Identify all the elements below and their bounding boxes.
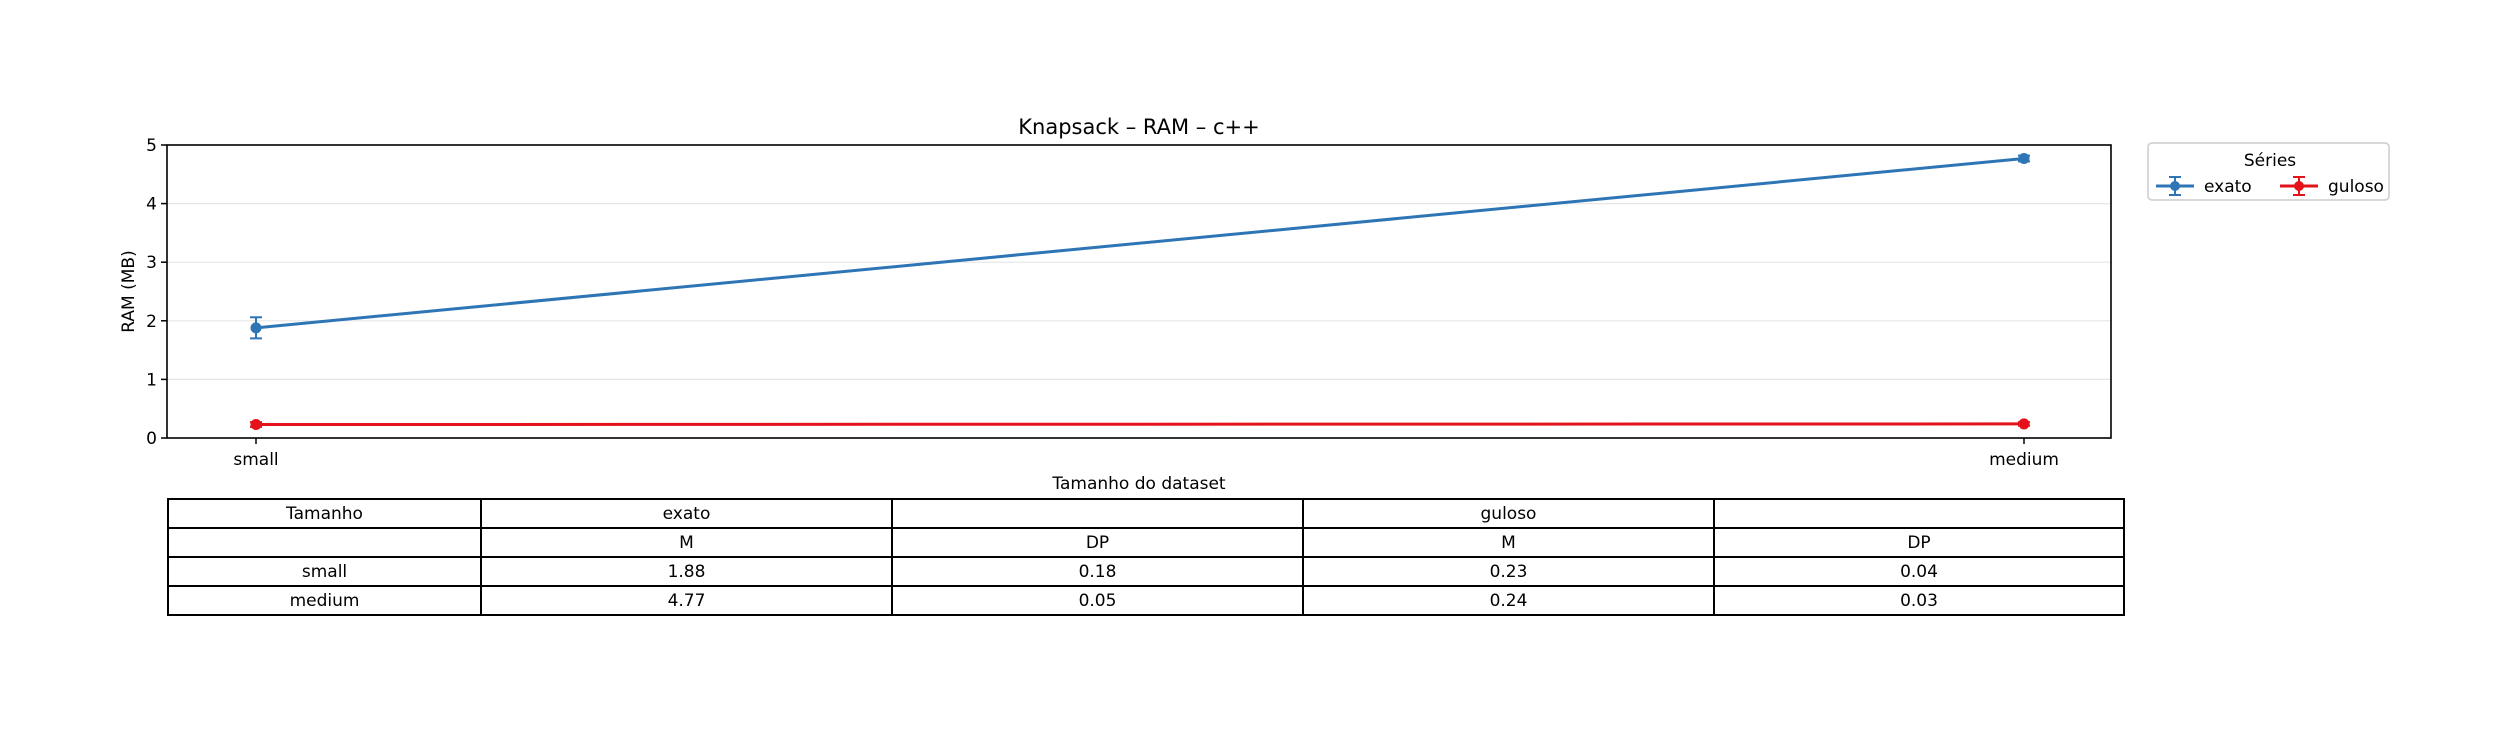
data-point-guloso [2018, 418, 2030, 430]
table-cell: 0.05 [891, 585, 1304, 616]
legend-box [2147, 142, 2390, 201]
summary-table: Tamanho exato guloso M DP M DP small 1.88 0.18 0.2… [167, 498, 2125, 616]
table-cell: 0.03 [1713, 585, 2125, 616]
table-cell: 0.04 [1713, 556, 2125, 587]
table-row: medium 4.77 0.05 0.24 0.03 [167, 585, 2125, 616]
legend-title: Séries [2244, 151, 2296, 171]
plot-frame [166, 144, 2112, 439]
legend-marker-exato [2170, 181, 2180, 191]
chart-title: Knapsack – RAM – c++ [1018, 115, 1259, 139]
x-tick-label: small [233, 450, 278, 470]
y-tick-label: 0 [146, 429, 157, 449]
table-subheader-row: M DP M DP [167, 527, 2125, 558]
table-cell: M [480, 527, 893, 558]
legend-marker-guloso [2294, 181, 2304, 191]
table-cell [167, 527, 482, 558]
table-cell [891, 498, 1304, 529]
table-cell: DP [891, 527, 1304, 558]
y-tick-label: 2 [146, 312, 157, 332]
y-tick-label: 4 [146, 195, 157, 215]
y-tick-label: 1 [146, 370, 157, 390]
table-cell: 0.24 [1302, 585, 1715, 616]
x-tick-label: medium [1989, 450, 2059, 470]
y-axis-label: RAM (MB) [119, 250, 139, 332]
table-cell: small [167, 556, 482, 587]
table-cell: exato [480, 498, 893, 529]
data-point-exato [250, 322, 262, 334]
table-header-row: Tamanho exato guloso [167, 498, 2125, 529]
table-row: small 1.88 0.18 0.23 0.04 [167, 556, 2125, 587]
table-cell: 0.18 [891, 556, 1304, 587]
y-tick-label: 3 [146, 253, 157, 273]
series-line-exato [255, 156, 2025, 330]
table-cell: DP [1713, 527, 2125, 558]
series-line-guloso [255, 422, 2025, 427]
table-cell [1713, 498, 2125, 529]
table-cell: 0.23 [1302, 556, 1715, 587]
legend-label-exato: exato [2204, 177, 2252, 197]
x-axis-label: Tamanho do dataset [1051, 474, 1226, 494]
data-point-exato [2018, 152, 2030, 164]
y-tick-label: 5 [146, 136, 157, 156]
legend-label-guloso: guloso [2328, 177, 2384, 197]
table-cell: 1.88 [480, 556, 893, 587]
table-cell: Tamanho [167, 498, 482, 529]
data-point-guloso [250, 419, 262, 431]
table-cell: medium [167, 585, 482, 616]
table-cell: M [1302, 527, 1715, 558]
table-cell: 4.77 [480, 585, 893, 616]
table-cell: guloso [1302, 498, 1715, 529]
